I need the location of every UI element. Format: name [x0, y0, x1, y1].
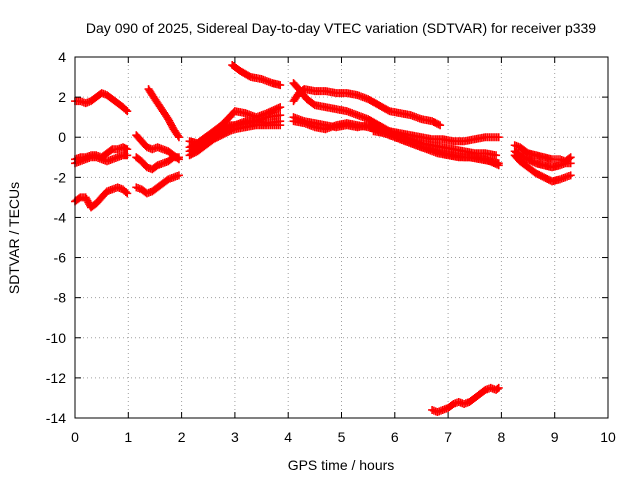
series-arc-f1: [428, 383, 503, 416]
y-tick-label: 0: [58, 129, 66, 145]
data-point-marker: [434, 120, 443, 129]
series-arc-a2: [71, 143, 132, 164]
data-point-marker: [276, 103, 285, 112]
series-arc-b4: [132, 171, 183, 198]
series-arc-e5: [369, 127, 503, 168]
y-tick-label: -4: [54, 209, 67, 225]
series-arc-c3: [185, 121, 285, 160]
x-tick-label: 8: [498, 429, 506, 445]
x-tick-label: 4: [284, 429, 292, 445]
y-axis-label: SDTVAR / TECUs: [6, 182, 22, 294]
data-point-marker: [276, 121, 285, 130]
series-arc-c4: [185, 111, 285, 148]
y-tick-label: -12: [46, 370, 66, 386]
x-tick-label: 0: [71, 429, 79, 445]
data-point-marker: [123, 107, 132, 116]
data-point-marker: [276, 81, 285, 90]
y-tick-label: -6: [54, 250, 67, 266]
series-arc-g1: [510, 141, 575, 166]
data-point-marker: [493, 384, 502, 393]
axis-ticks: 0 1 2 3 4 5 6 7 8 9 10 4 2 0 -2 -4 -6 -8 -10 -12 -14: [46, 49, 616, 445]
data-point-marker: [174, 171, 183, 180]
y-tick-label: 4: [58, 49, 66, 65]
data-point-marker: [566, 159, 575, 168]
y-tick-label: 2: [58, 89, 66, 105]
data-point-marker: [173, 131, 182, 140]
data-points: [71, 61, 575, 416]
series-arc-a4: [71, 183, 132, 212]
y-tick-label: -8: [54, 290, 67, 306]
series-arc-g3: [510, 147, 575, 172]
x-tick-label: 1: [124, 429, 132, 445]
data-point-marker: [494, 383, 503, 392]
y-tick-label: -2: [54, 169, 67, 185]
series-arc-b1: [144, 85, 183, 142]
data-point-marker: [276, 111, 285, 120]
x-tick-label: 7: [444, 429, 452, 445]
data-point-marker: [174, 153, 183, 162]
x-tick-label: 5: [338, 429, 346, 445]
y-tick-label: -14: [46, 410, 66, 426]
data-point-marker: [121, 105, 130, 114]
data-point-marker: [121, 188, 130, 197]
series-arc-a1: [71, 89, 132, 116]
series-arc-b3: [132, 153, 183, 174]
data-point-marker: [123, 151, 132, 160]
chart-title: Day 090 of 2025, Sidereal Day-to-day VTE…: [86, 20, 596, 36]
data-point-marker: [494, 159, 503, 168]
data-point-marker: [492, 151, 501, 160]
x-tick-label: 10: [600, 429, 616, 445]
data-point-marker: [123, 189, 132, 198]
data-point-marker: [494, 133, 503, 142]
x-tick-label: 3: [231, 429, 239, 445]
data-point-marker: [566, 171, 575, 180]
data-point-marker: [436, 121, 445, 130]
y-tick-label: -10: [46, 330, 66, 346]
series-arc-d1: [228, 61, 285, 90]
x-tick-label: 2: [178, 429, 186, 445]
series-arc-a3: [71, 151, 132, 168]
grid: [75, 57, 608, 418]
x-tick-label: 9: [551, 429, 559, 445]
x-tick-label: 6: [391, 429, 399, 445]
x-axis-label: GPS time / hours: [288, 457, 395, 473]
data-point-marker: [174, 133, 183, 142]
